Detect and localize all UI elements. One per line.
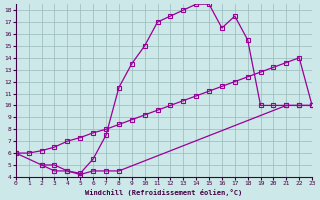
X-axis label: Windchill (Refroidissement éolien,°C): Windchill (Refroidissement éolien,°C) (85, 189, 243, 196)
